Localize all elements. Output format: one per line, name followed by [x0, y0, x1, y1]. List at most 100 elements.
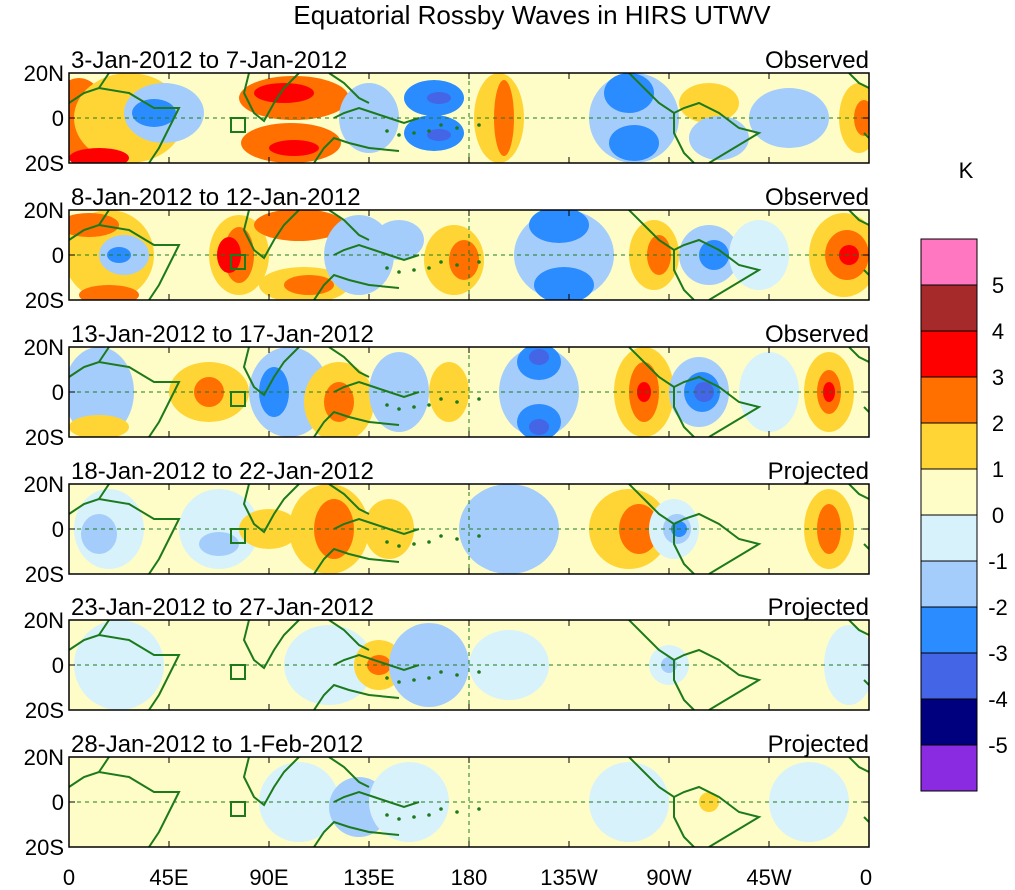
- coastline: [98, 620, 110, 636]
- island: [397, 817, 401, 821]
- coastline: [863, 816, 869, 823]
- colorbar-swatch: [920, 376, 978, 424]
- map-panel: 13-Jan-2012 to 17-Jan-2012 Observed 20N 0 20…: [24, 321, 870, 450]
- island: [455, 673, 459, 677]
- anomaly-contour: [254, 83, 314, 103]
- coastline: [673, 113, 695, 163]
- lat-label: 20S: [25, 562, 64, 587]
- coastline: [628, 347, 762, 437]
- coastline: [242, 73, 300, 123]
- panel-date-range: 13-Jan-2012 to 17-Jan-2012: [71, 321, 374, 348]
- anomaly-contour: [499, 347, 579, 437]
- coastline: [673, 387, 695, 437]
- colorbar-units: K: [959, 158, 974, 183]
- lat-label: 20N: [24, 472, 64, 497]
- island: [477, 397, 481, 401]
- lat-label: 20S: [25, 288, 64, 313]
- coastline: [628, 484, 762, 574]
- anomaly-contour: [69, 148, 129, 163]
- lat-label: 0: [52, 790, 64, 815]
- colorbar-label: -1: [988, 549, 1008, 574]
- map-panel: 8-Jan-2012 to 12-Jan-2012 Observed 20N 0 20S: [24, 184, 870, 313]
- island: [477, 534, 481, 538]
- coastline: [69, 770, 181, 847]
- coastline: [673, 797, 695, 847]
- island: [397, 133, 401, 137]
- map-panel: 23-Jan-2012 to 27-Jan-2012 Projected 20N 0 2…: [24, 594, 870, 723]
- island: [385, 403, 389, 407]
- colorbar-swatch: [920, 514, 978, 562]
- colorbar-swatch: [920, 698, 978, 746]
- lon-label-90e: 90E: [249, 865, 288, 890]
- lat-label: 20N: [24, 745, 64, 770]
- island: [385, 266, 389, 270]
- map-panel: 18-Jan-2012 to 22-Jan-2012 Projected 20N 0 2…: [24, 458, 870, 587]
- island: [455, 810, 459, 814]
- coastline: [628, 620, 762, 710]
- lat-label: 0: [52, 243, 64, 268]
- colorbar-label: -4: [988, 687, 1008, 712]
- coastline: [313, 683, 400, 710]
- coastline: [848, 757, 869, 773]
- colorbar-swatch: [920, 284, 978, 332]
- coastline: [98, 757, 110, 773]
- coastline: [848, 620, 869, 636]
- anomaly-contour: [679, 83, 739, 123]
- anomaly-contour: [284, 275, 334, 295]
- coastline: [313, 136, 400, 163]
- lat-label: 0: [52, 653, 64, 678]
- panel-date-range: 23-Jan-2012 to 27-Jan-2012: [71, 594, 374, 621]
- coastline: [242, 484, 300, 534]
- colorbar-label: 4: [992, 319, 1004, 344]
- panel-date-range: 8-Jan-2012 to 12-Jan-2012: [71, 184, 361, 211]
- anomaly-contour: [529, 349, 549, 365]
- island: [427, 676, 431, 680]
- island: [397, 544, 401, 548]
- coastline: [98, 484, 110, 500]
- panel-date-range: 3-Jan-2012 to 7-Jan-2012: [71, 47, 347, 74]
- anomaly-contour: [529, 210, 589, 243]
- anomaly-contour: [609, 125, 659, 161]
- coastline: [313, 547, 400, 574]
- lat-label: 0: [52, 380, 64, 405]
- coastline: [863, 132, 869, 139]
- colorbar-swatch: [920, 606, 978, 654]
- coastline: [328, 484, 370, 515]
- island: [439, 534, 443, 538]
- colorbar-swatch: [920, 560, 978, 608]
- lat-label: 20S: [25, 425, 64, 450]
- colorbar-label: 5: [992, 273, 1004, 298]
- colorbar-swatch: [920, 468, 978, 516]
- longitude-axis: 0 45E 90E 135E 180 135W 90W 45W 0: [63, 865, 872, 890]
- coastline: [313, 273, 400, 300]
- coastline: [673, 660, 695, 710]
- lon-label-0: 0: [63, 865, 75, 890]
- island: [412, 678, 416, 682]
- island: [439, 260, 443, 264]
- coastline: [848, 484, 869, 500]
- anomaly-contour: [259, 367, 289, 417]
- anomaly-contour: [81, 514, 117, 554]
- anomaly-contour: [637, 382, 651, 402]
- coastline: [628, 210, 762, 300]
- island: [439, 670, 443, 674]
- colorbar-label: -5: [988, 733, 1008, 758]
- coastline: [242, 210, 300, 260]
- coastline: [98, 347, 110, 363]
- coastline: [313, 820, 400, 847]
- lon-label-135w: 135W: [540, 865, 598, 890]
- lat-label: 20N: [24, 198, 64, 223]
- panel-type: Observed: [765, 47, 869, 74]
- panel-date-range: 18-Jan-2012 to 22-Jan-2012: [71, 458, 374, 485]
- coastline: [328, 210, 370, 241]
- coastline: [848, 73, 869, 89]
- anomaly-contour: [529, 419, 549, 435]
- coastline: [69, 360, 181, 437]
- coastline: [628, 757, 762, 847]
- lat-label: 0: [52, 517, 64, 542]
- coastline: [69, 497, 181, 574]
- island: [412, 815, 416, 819]
- coastline: [328, 757, 370, 788]
- coastline: [69, 223, 181, 300]
